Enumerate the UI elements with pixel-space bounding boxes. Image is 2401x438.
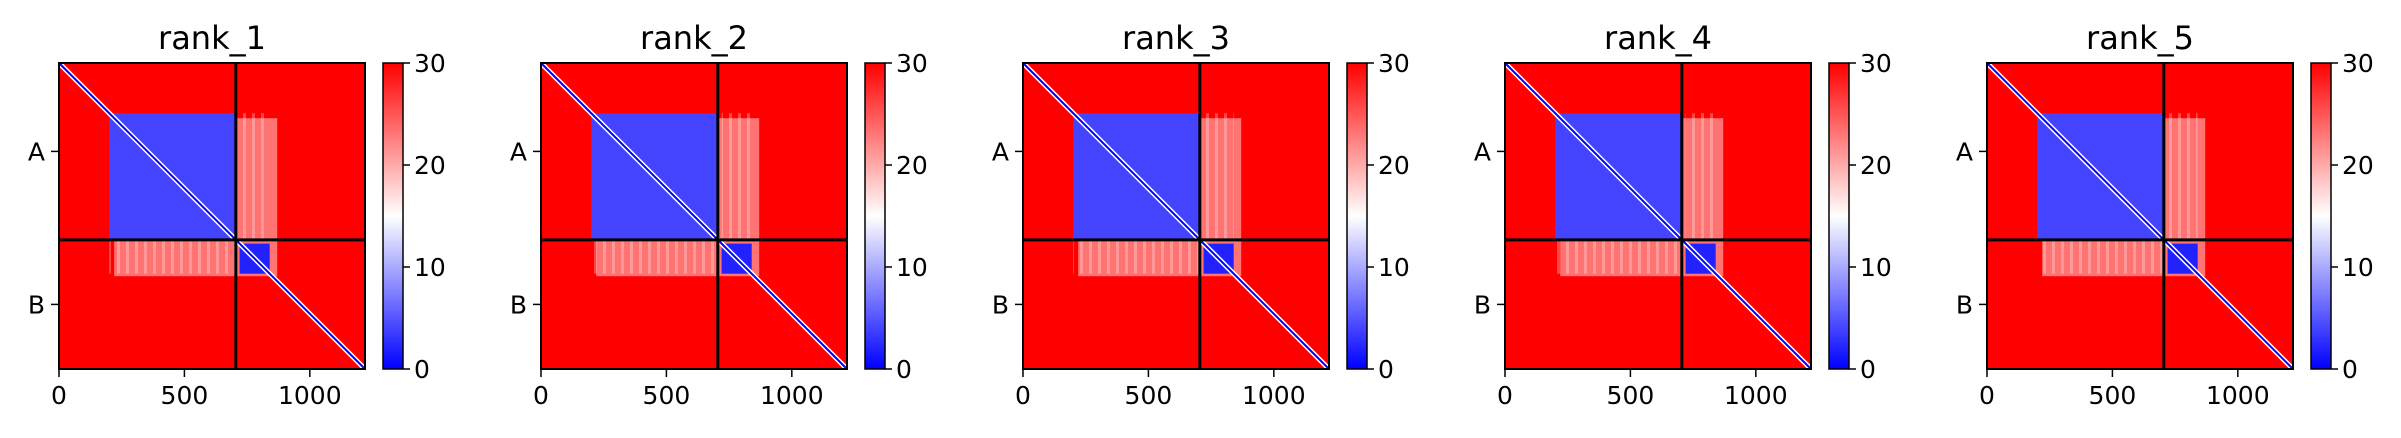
x-tick-label: 0 xyxy=(1015,381,1031,410)
colorbar-tick-label: 10 xyxy=(2342,253,2374,282)
heatmap-diagonal xyxy=(58,62,366,370)
panel-title: rank_2 xyxy=(640,19,748,57)
colorbar-tick-label: 0 xyxy=(2342,355,2358,384)
plot-frame xyxy=(540,62,848,370)
plot-frame xyxy=(58,62,366,370)
chain-label-A: A xyxy=(992,137,1009,166)
colorbar-tick-label: 20 xyxy=(896,151,928,180)
x-tick-label: 500 xyxy=(1125,381,1173,410)
plot-frame xyxy=(1986,62,2294,370)
panel-title: rank_3 xyxy=(1122,19,1230,57)
heatmap-streaks-2 xyxy=(1203,113,1234,239)
chain-label-B: B xyxy=(992,290,1009,319)
x-tick-label: 1000 xyxy=(2206,381,2270,410)
x-tick-label: 500 xyxy=(161,381,209,410)
colorbar-tick-label: 20 xyxy=(414,151,446,180)
heatmap-streaks-1 xyxy=(1073,241,1199,274)
colorbar-tick-label: 20 xyxy=(1860,151,1892,180)
chain-label-B: B xyxy=(510,290,527,319)
colorbar-tick-label: 0 xyxy=(896,355,912,384)
plot-frame xyxy=(1022,62,1330,370)
colorbar-tick-label: 30 xyxy=(2342,49,2374,78)
heatmap-streaks-2 xyxy=(1685,113,1716,239)
heatmap-diagonal xyxy=(1504,62,1812,370)
colorbar-tick-label: 20 xyxy=(2342,151,2374,180)
colorbar xyxy=(1828,62,1850,370)
x-tick-label: 500 xyxy=(643,381,691,410)
colorbar-tick-label: 30 xyxy=(414,49,446,78)
x-tick-label: 500 xyxy=(2089,381,2137,410)
heatmap-streaks-2 xyxy=(239,113,270,239)
colorbar-tick-label: 0 xyxy=(414,355,430,384)
colorbar-tick-label: 10 xyxy=(1860,253,1892,282)
colorbar xyxy=(1346,62,1368,370)
x-tick-label: 0 xyxy=(1497,381,1513,410)
x-tick-label: 1000 xyxy=(1724,381,1788,410)
panel-2: rank_2 0 500 1000 A B 0 10 20 30 xyxy=(510,19,928,410)
colorbar-tick-label: 30 xyxy=(1378,49,1410,78)
chain-label-A: A xyxy=(510,137,527,166)
colorbar-tick-label: 30 xyxy=(896,49,928,78)
colorbar-tick-label: 20 xyxy=(1378,151,1410,180)
x-tick-label: 1000 xyxy=(278,381,342,410)
colorbar xyxy=(864,62,886,370)
chain-label-B: B xyxy=(28,290,45,319)
heatmap-streaks-1 xyxy=(2037,241,2163,274)
colorbar-tick-label: 30 xyxy=(1860,49,1892,78)
x-tick-label: 1000 xyxy=(1242,381,1306,410)
x-tick-label: 0 xyxy=(1979,381,1995,410)
heatmap-diagonal xyxy=(1986,62,2294,370)
heatmap-diagonal xyxy=(1022,62,1330,370)
panel-4: rank_4 0 500 1000 A B 0 10 20 30 xyxy=(1474,19,1892,410)
chain-label-A: A xyxy=(28,137,45,166)
chain-label-A: A xyxy=(1474,137,1491,166)
heatmap-streaks-1 xyxy=(591,241,717,274)
x-tick-label: 0 xyxy=(51,381,67,410)
panel-title: rank_5 xyxy=(2086,19,2194,57)
heatmap-streaks-2 xyxy=(2167,113,2198,239)
panel-title: rank_4 xyxy=(1604,19,1712,57)
heatmap-streaks-2 xyxy=(721,113,752,239)
heatmap-streaks-1 xyxy=(109,241,235,274)
colorbar-tick-label: 0 xyxy=(1378,355,1394,384)
heatmap-diagonal xyxy=(540,62,848,370)
panel-1: rank_1 0 500 1000 A B 0 10 20 30 xyxy=(28,19,446,410)
colorbar-tick-label: 10 xyxy=(414,253,446,282)
colorbar-tick-label: 10 xyxy=(896,253,928,282)
x-tick-label: 1000 xyxy=(760,381,824,410)
x-tick-label: 0 xyxy=(533,381,549,410)
plot-frame xyxy=(1504,62,1812,370)
chain-label-B: B xyxy=(1474,290,1491,319)
colorbar xyxy=(2310,62,2332,370)
chain-label-A: A xyxy=(1956,137,1973,166)
colorbar xyxy=(382,62,404,370)
heatmap-streaks-1 xyxy=(1555,241,1681,274)
colorbar-tick-label: 0 xyxy=(1860,355,1876,384)
panel-title: rank_1 xyxy=(158,19,266,57)
panel-5: rank_5 0 500 1000 A B 0 10 20 30 xyxy=(1956,19,2374,410)
colorbar-tick-label: 10 xyxy=(1378,253,1410,282)
panel-3: rank_3 0 500 1000 A B 0 10 20 30 xyxy=(992,19,1410,410)
chain-label-B: B xyxy=(1956,290,1973,319)
x-tick-label: 500 xyxy=(1607,381,1655,410)
